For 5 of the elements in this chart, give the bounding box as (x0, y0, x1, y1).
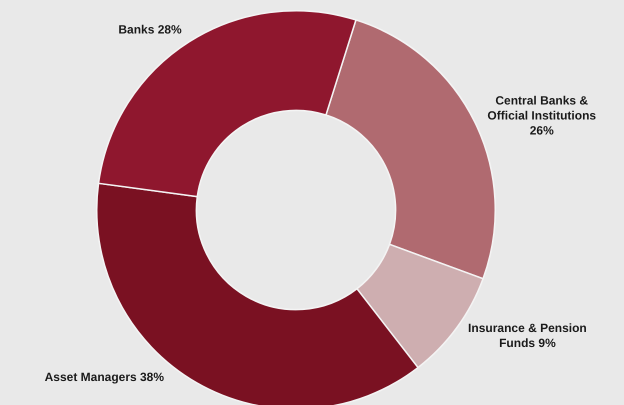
slice-label: Central Banks & Official Institutions (487, 93, 596, 122)
slice-label: Insurance & Pension Funds 9% (468, 320, 587, 350)
slice-label: Asset Managers 38% (44, 370, 164, 384)
slice-label: Banks 28% (118, 22, 182, 36)
data-label: 26% (530, 123, 554, 138)
